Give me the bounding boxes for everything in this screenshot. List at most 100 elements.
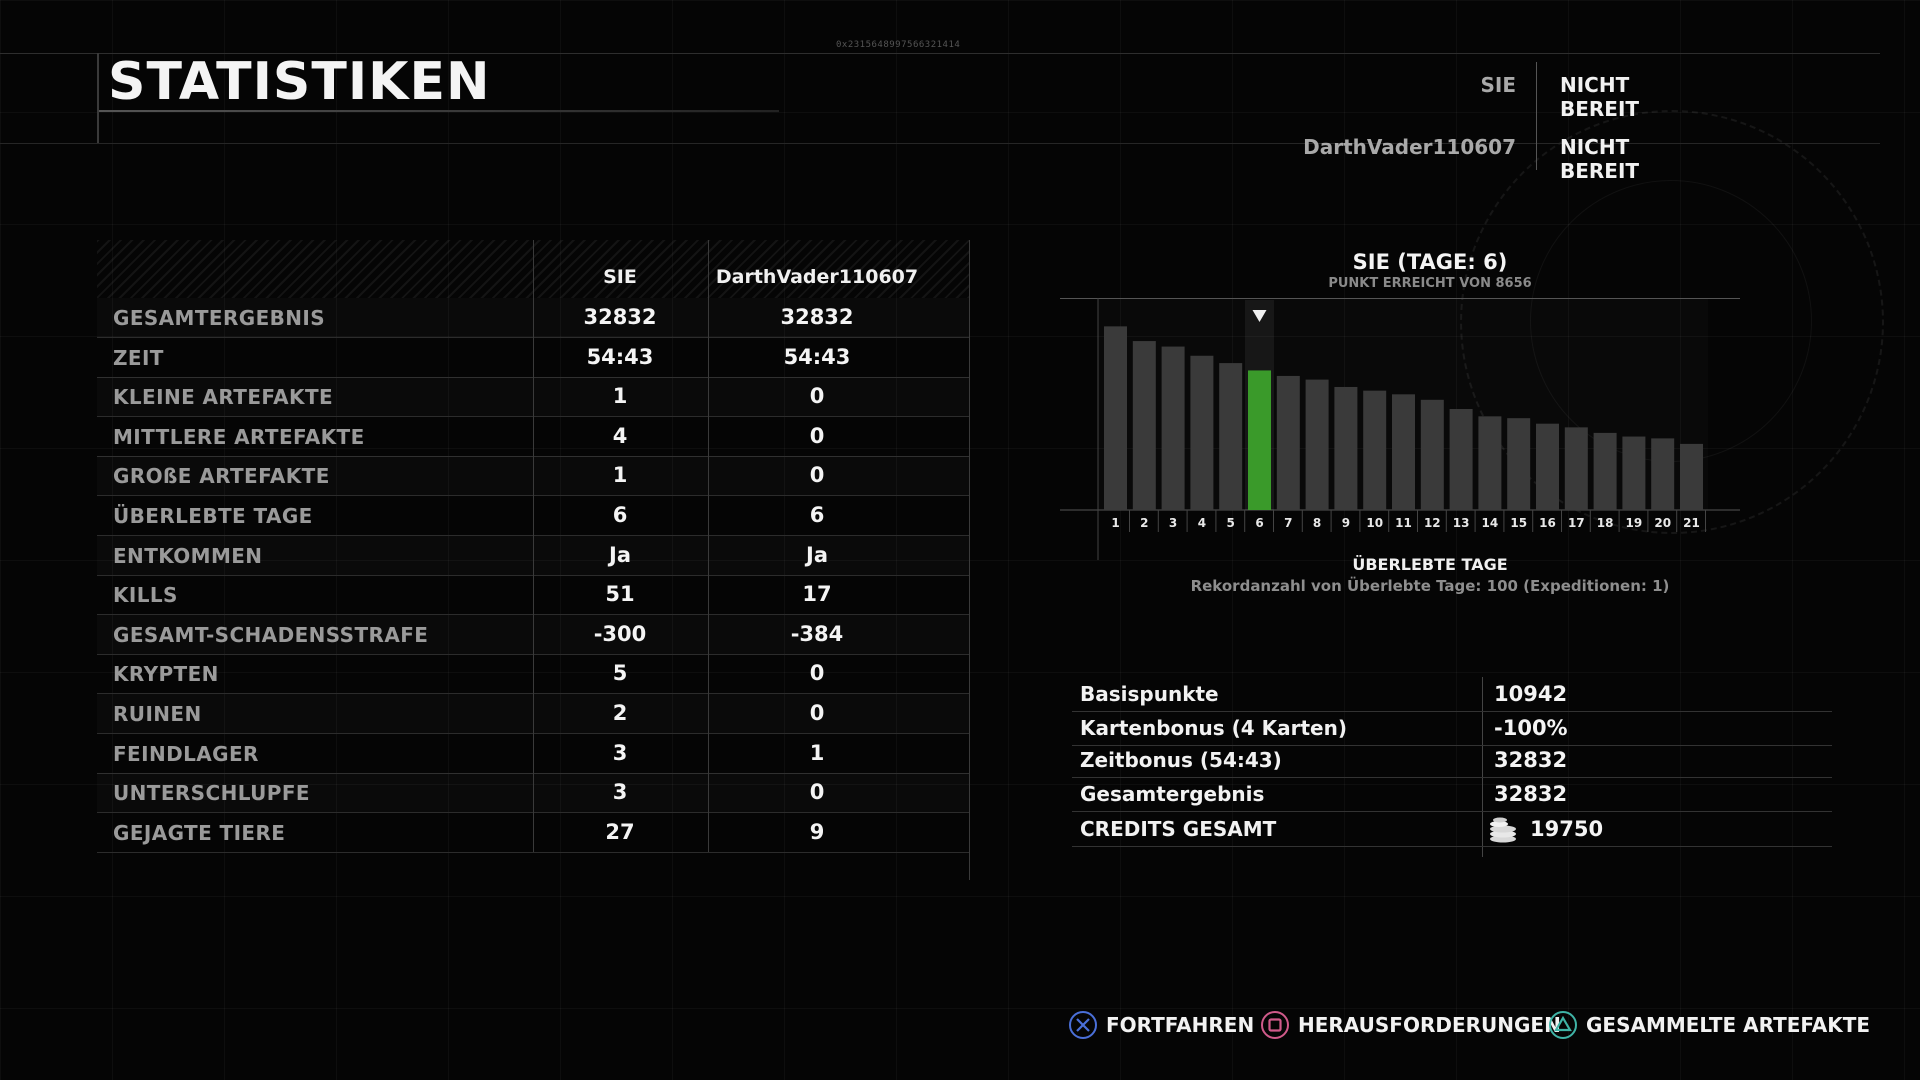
- stat-label: ENTKOMMEN: [113, 543, 263, 568]
- ready-player-name: SIE: [1480, 73, 1516, 97]
- stat-value-you: 5: [612, 661, 628, 686]
- stat-value-you: -300: [593, 621, 647, 646]
- score-value: 32832: [1494, 748, 1568, 772]
- triangle-button-icon: [1549, 1011, 1577, 1039]
- challenges-button[interactable]: HERAUSFORDERUNGEN: [1260, 1010, 1561, 1040]
- chart-tick-label: 12: [1424, 516, 1441, 530]
- score-row: Zeitbonus (54:43) 32832: [1072, 743, 1832, 778]
- stat-value-you: 4: [612, 423, 628, 448]
- chart-title: SIE (TAGE: 6): [1352, 250, 1508, 274]
- ready-player-name: DarthVader110607: [1303, 135, 1516, 159]
- days-chart-svg: 1 2 3 4 5 6 7 8 9 10 11 12 13 14 15 16 17 18 19 20 21: [1060, 297, 1740, 560]
- chart-bar: [1190, 355, 1214, 510]
- chart-bar: [1593, 432, 1617, 510]
- stat-value-opponent: 1: [809, 740, 825, 765]
- chart-bar: [1276, 375, 1300, 510]
- dial-decoration: [1460, 110, 1884, 534]
- stat-label: MITTLERE ARTEFAKTE: [113, 424, 365, 449]
- score-column-divider: [1482, 677, 1483, 857]
- column-divider: [533, 240, 534, 852]
- chart-tick-label: 18: [1597, 516, 1614, 530]
- stat-label: GROßE ARTEFAKTE: [113, 464, 330, 489]
- chart-tick-label: 3: [1169, 516, 1177, 530]
- stat-label: FEINDLAGER: [113, 741, 259, 766]
- chart-subtitle: PUNKT ERREICHT VON 8656: [1328, 276, 1532, 291]
- chart-tick-label: 21: [1683, 516, 1700, 530]
- ready-status: NICHT BEREIT: [1560, 135, 1640, 183]
- page-title: STATISTIKEN: [108, 52, 491, 112]
- continue-button[interactable]: FORTFAHREN: [1068, 1010, 1254, 1040]
- chart-bar: [1536, 423, 1559, 510]
- stat-label: UNTERSCHLUPFE: [113, 781, 310, 806]
- chart-tick-label: 7: [1284, 516, 1292, 530]
- stat-value-opponent: 0: [809, 463, 825, 488]
- chart-bar: [1334, 386, 1358, 510]
- chart-tick-label: 16: [1539, 516, 1556, 530]
- chart-tick-label: 5: [1227, 516, 1235, 530]
- stat-value-you: 6: [612, 503, 628, 527]
- chart-x-label: ÜBERLEBTE TAGE: [1352, 555, 1508, 574]
- cross-button-icon: [1069, 1011, 1097, 1039]
- score-label: Basispunkte: [1080, 682, 1219, 706]
- chart-bar: [1449, 409, 1473, 510]
- column-header-opponent: DarthVader110607: [715, 266, 919, 288]
- header-line: [0, 53, 1880, 54]
- chart-bar: [1507, 418, 1531, 510]
- chart-bar: [1104, 326, 1127, 510]
- score-value: 10942: [1494, 682, 1568, 706]
- stats-row: GESAMTERGEBNIS 32832 32832: [97, 298, 970, 338]
- stat-value-opponent: 9: [809, 819, 825, 844]
- stat-value-opponent: 0: [809, 780, 825, 805]
- stat-value-you: Ja: [609, 542, 631, 567]
- chart-tick-label: 20: [1654, 516, 1671, 530]
- score-row: Kartenbonus (4 Karten) -100%: [1072, 711, 1832, 746]
- stat-value-opponent: Ja: [806, 542, 828, 567]
- chart-bar: [1248, 370, 1271, 510]
- collected-artifacts-button[interactable]: GESAMMELTE ARTEFAKTE: [1548, 1010, 1870, 1040]
- stat-value-opponent: 17: [802, 582, 832, 607]
- chart-bar: [1132, 341, 1156, 510]
- chart-tick-label: 11: [1395, 516, 1412, 530]
- title-underline: [99, 110, 779, 112]
- square-button-icon: [1261, 1011, 1289, 1039]
- stat-label: RUINEN: [113, 702, 202, 726]
- column-divider: [708, 240, 709, 852]
- chart-tick-label: 2: [1140, 516, 1148, 530]
- score-value: -100%: [1494, 716, 1568, 740]
- chart-tick-label: 14: [1482, 516, 1499, 530]
- stat-value-you: 1: [612, 384, 628, 409]
- collected-artifacts-label: GESAMMELTE ARTEFAKTE: [1586, 1013, 1871, 1037]
- stat-value-you: 32832: [583, 305, 657, 329]
- stat-value-you: 2: [612, 701, 628, 725]
- chart-bar: [1680, 443, 1703, 510]
- stat-value-you: 1: [612, 463, 628, 488]
- score-label: CREDITS GESAMT: [1080, 817, 1277, 841]
- stat-value-opponent: 0: [809, 661, 825, 686]
- chart-tick-label: 15: [1510, 516, 1527, 530]
- chart-tick-label: 8: [1313, 516, 1321, 530]
- header-line: [97, 53, 99, 143]
- chart-bar: [1161, 346, 1185, 510]
- stat-label: ZEIT: [113, 345, 164, 370]
- stat-value-you: 54:43: [586, 344, 654, 369]
- stat-value-opponent: 54:43: [783, 344, 851, 369]
- score-row: Gesamtergebnis 32832: [1072, 777, 1832, 812]
- chart-bar: [1651, 438, 1675, 510]
- column-divider: [969, 240, 970, 880]
- coins-icon: [1490, 817, 1516, 843]
- chart-tick-label: 6: [1255, 516, 1263, 530]
- stat-label: KLEINE ARTEFAKTE: [113, 385, 334, 410]
- chart-tick-label: 13: [1453, 516, 1470, 530]
- ready-divider: [1536, 62, 1537, 170]
- score-value: 32832: [1494, 782, 1568, 806]
- stat-value-opponent: -384: [790, 621, 844, 646]
- session-hash: 0x2315648997566321414: [836, 40, 961, 50]
- score-label: Kartenbonus (4 Karten): [1080, 716, 1348, 740]
- stat-label: GESAMT-SCHADENSSTRAFE: [113, 622, 429, 647]
- ready-status: NICHT BEREIT: [1560, 73, 1640, 121]
- score-label: Zeitbonus (54:43): [1080, 748, 1282, 772]
- score-row: CREDITS GESAMT 19750: [1072, 812, 1832, 847]
- chart-bar: [1392, 394, 1415, 510]
- stat-label: KRYPTEN: [113, 662, 219, 687]
- stat-value-opponent: 6: [809, 503, 825, 527]
